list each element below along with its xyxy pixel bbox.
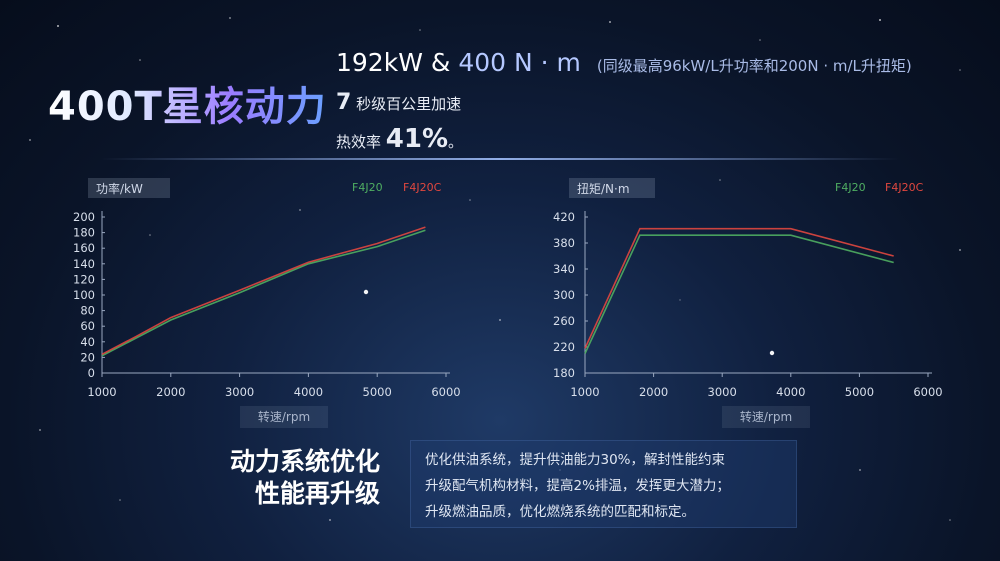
optimization-line-1: 优化供油系统，提升供油能力30%，解封性能约束 [425,452,726,468]
optimization-panel [410,440,797,528]
torque-x-tick-label: 2000 [639,385,668,399]
power-x-tick-label: 6000 [431,385,460,399]
power-y-tick-label: 80 [80,304,95,318]
spec-acceleration: 7 秒级百公里加速 [336,90,461,115]
torque-y-tick-label: 260 [553,314,575,328]
optimization-line-3: 升级燃油品质，优化燃烧系统的匹配和标定。 [425,504,695,520]
optimization-title-line1: 动力系统优化 [229,447,380,476]
torque-legend-f4j20c: F4J20C [885,181,924,194]
torque-x-tick-label: 5000 [845,385,874,399]
optimization-title-line2: 性能再升级 [254,479,380,508]
power-x-tick-label: 1000 [87,385,116,399]
power-ylabel-box [88,178,170,198]
power-x-tick-label: 2000 [156,385,185,399]
torque-y-tick-label: 180 [553,366,575,380]
torque-x-tick-label: 4000 [776,385,805,399]
power-legend-f4j20: F4J20 [352,181,383,194]
torque-y-tick-label: 380 [553,236,575,250]
spec-acceleration-value: 7 [336,90,352,115]
torque-y-tick-label: 300 [553,288,575,302]
optimization-line-2: 升级配气机构材料，提高2%排温，发挥更大潜力； [425,478,730,494]
power-legend-f4j20c: F4J20C [403,181,442,194]
optimization-title: 动力系统优化 性能再升级 [200,446,380,510]
spec-note: (同级最高96kW/L升功率和200N · m/L升扭矩) [596,57,912,75]
spec-amp: & [430,48,451,77]
power-y-tick-label: 140 [73,257,95,271]
torque-x-tick-label: 3000 [708,385,737,399]
spec-acceleration-text: 秒级百公里加速 [356,95,462,113]
power-y-tick-label: 160 [73,241,95,255]
torque-legend-f4j20: F4J20 [835,181,866,194]
power-series-f4j20c [101,226,426,356]
main-title: 400T星核动力 [48,74,327,132]
spec-power-value: 192kW [336,48,423,77]
power-xlabel: 转速/rpm [258,409,310,424]
power-y-tick-label: 180 [73,226,95,240]
torque-series-f4j20c [584,227,894,349]
power-y-tick-label: 120 [73,272,95,286]
torque-x-tick-label: 6000 [913,385,942,399]
torque-xlabel-box [722,406,810,428]
power-y-tick-label: 40 [80,335,95,349]
power-series-f4j20 [101,229,426,357]
spec-efficiency-text: 热效率 [336,133,382,151]
power-y-tick-label: 200 [73,210,95,224]
spec-power-torque: 192kW & 400 N · m (同级最高96kW/L升功率和200N · … [336,48,912,77]
torque-ylabel: 扭矩/N·m [577,182,630,196]
power-y-tick-label: 0 [88,366,95,380]
torque-y-tick-label: 220 [553,340,575,354]
power-x-tick-label: 3000 [225,385,254,399]
power-ylabel: 功率/kW [96,181,143,196]
spec-efficiency: 热效率 41%。 [336,124,463,154]
power-y-tick-label: 60 [80,319,95,333]
torque-y-tick-label: 340 [553,262,575,276]
torque-series-f4j20 [584,234,894,354]
spec-efficiency-value: 41% [385,124,449,154]
header-divider [100,158,900,160]
spec-torque-value: 400 N · m [458,48,581,77]
power-x-tick-label: 4000 [294,385,323,399]
torque-ylabel-box [569,178,655,198]
torque-y-tick-label: 420 [553,210,575,224]
torque-x-tick-label: 1000 [570,385,599,399]
torque-xlabel: 转速/rpm [740,409,792,424]
power-y-tick-label: 20 [80,350,95,364]
power-x-tick-label: 5000 [363,385,392,399]
power-y-tick-label: 100 [73,288,95,302]
power-xlabel-box [240,406,328,428]
spec-efficiency-suffix: 。 [448,133,464,151]
